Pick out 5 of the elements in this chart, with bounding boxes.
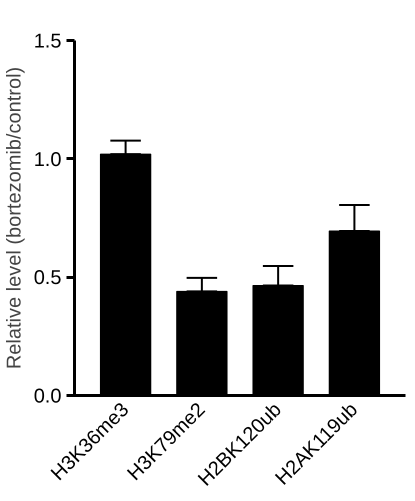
y-tick-label: 0.0 bbox=[34, 386, 62, 408]
y-axis-title: Relative level (bortezomib/control) bbox=[4, 66, 26, 370]
y-tick-label: 0.5 bbox=[34, 267, 62, 290]
y-tick-label: 1.5 bbox=[34, 30, 62, 52]
y-tick-label: 1.0 bbox=[34, 148, 62, 171]
